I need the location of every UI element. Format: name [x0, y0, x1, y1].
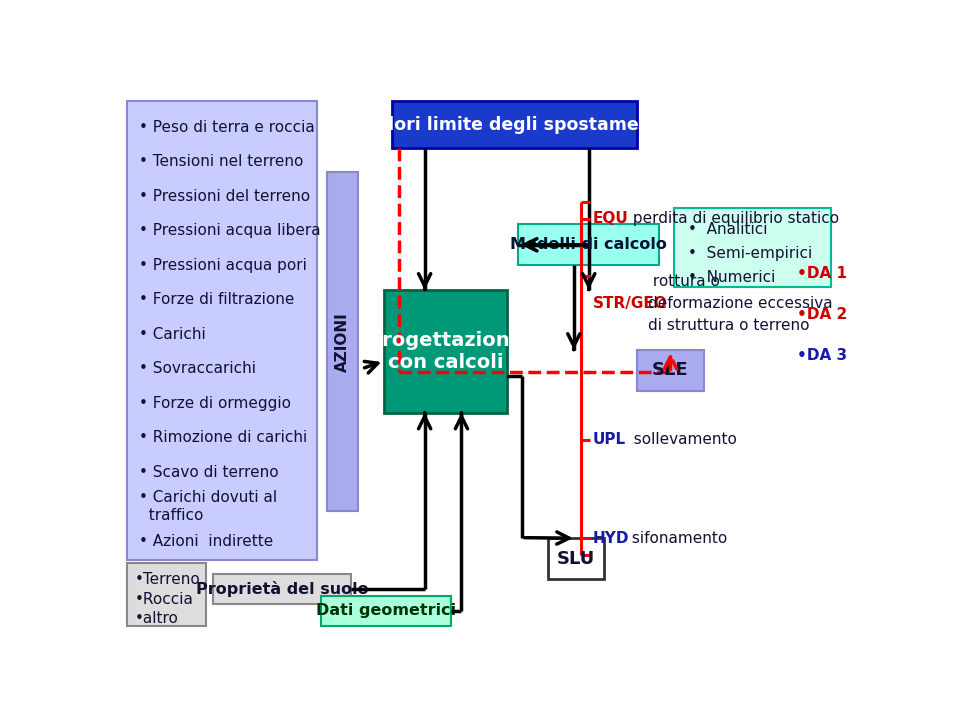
Text: • Forze di filtrazione: • Forze di filtrazione [139, 292, 295, 307]
Text: deformazione eccessiva: deformazione eccessiva [648, 296, 833, 311]
Text: • Carichi: • Carichi [139, 327, 206, 342]
Text: AZIONI: AZIONI [335, 312, 350, 372]
Text: Valori limite degli spostamenti: Valori limite degli spostamenti [364, 116, 665, 134]
Text: •DA 1: •DA 1 [797, 266, 847, 281]
Text: • Sovraccarichi: • Sovraccarichi [139, 361, 256, 376]
Text: UPL: UPL [592, 432, 626, 447]
FancyBboxPatch shape [548, 538, 604, 579]
Text: STR/GEO: STR/GEO [592, 296, 667, 311]
FancyBboxPatch shape [518, 224, 660, 265]
FancyBboxPatch shape [384, 290, 507, 413]
FancyBboxPatch shape [128, 101, 317, 560]
Text: sollevamento: sollevamento [624, 432, 736, 447]
FancyBboxPatch shape [213, 574, 350, 604]
Text: EQU: EQU [592, 211, 628, 226]
Text: •Roccia: •Roccia [134, 591, 194, 607]
Text: • Pressioni acqua pori: • Pressioni acqua pori [139, 258, 307, 273]
Text: • Pressioni del terreno: • Pressioni del terreno [139, 189, 310, 203]
Text: •DA 2: •DA 2 [797, 307, 848, 322]
FancyBboxPatch shape [637, 350, 704, 391]
Text: di struttura o terreno: di struttura o terreno [648, 318, 809, 333]
Text: • Tensioni nel terreno: • Tensioni nel terreno [139, 155, 303, 169]
FancyBboxPatch shape [128, 563, 205, 625]
Text: SLE: SLE [652, 362, 689, 379]
FancyBboxPatch shape [321, 596, 451, 625]
Text: Progettazione
con calcoli: Progettazione con calcoli [368, 330, 523, 372]
Text: •Terreno: •Terreno [134, 572, 201, 587]
Text: rottura o: rottura o [648, 274, 720, 289]
Text: HYD: HYD [592, 531, 629, 546]
Text: SLU: SLU [557, 549, 595, 568]
Text: perdita di equilibrio statico: perdita di equilibrio statico [628, 211, 839, 226]
Text: Modelli di calcolo: Modelli di calcolo [511, 238, 667, 252]
Text: Proprietà del suolo: Proprietà del suolo [196, 581, 368, 597]
Text: • Peso di terra e roccia: • Peso di terra e roccia [139, 120, 315, 135]
Text: •  Semi-empirici: • Semi-empirici [687, 246, 812, 261]
Text: •  Analitici: • Analitici [687, 222, 767, 237]
Text: • Forze di ormeggio: • Forze di ormeggio [139, 396, 291, 411]
Text: • Carichi dovuti al
  traffico: • Carichi dovuti al traffico [139, 491, 277, 523]
Text: • Pressioni acqua libera: • Pressioni acqua libera [139, 223, 321, 238]
Text: sifonamento: sifonamento [627, 531, 727, 546]
FancyBboxPatch shape [326, 172, 358, 511]
FancyBboxPatch shape [674, 208, 830, 287]
Text: • Rimozione di carichi: • Rimozione di carichi [139, 430, 307, 445]
FancyBboxPatch shape [392, 101, 637, 148]
Text: •altro: •altro [134, 611, 179, 626]
Text: Dati geometrici: Dati geometrici [316, 603, 456, 618]
Text: •DA 3: •DA 3 [797, 348, 847, 363]
Text: • Scavo di terreno: • Scavo di terreno [139, 464, 279, 479]
Text: • Azioni  indirette: • Azioni indirette [139, 534, 274, 549]
Text: •  Numerici: • Numerici [687, 270, 775, 285]
